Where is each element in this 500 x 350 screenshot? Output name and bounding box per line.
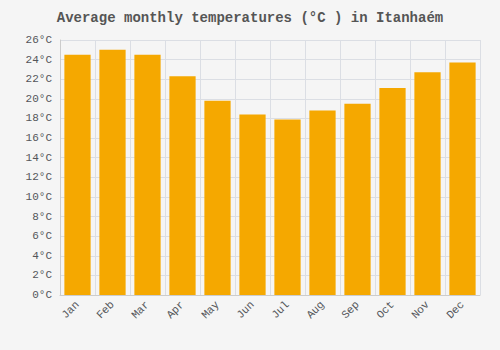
svg-text:Mar: Mar [129, 299, 151, 321]
svg-text:Apr: Apr [164, 299, 186, 321]
svg-text:20°C: 20°C [26, 93, 53, 105]
svg-text:Oct: Oct [374, 299, 396, 321]
svg-text:Jul: Jul [269, 299, 291, 321]
svg-text:4°C: 4°C [32, 250, 52, 262]
svg-text:Aug: Aug [304, 299, 326, 321]
svg-text:6°C: 6°C [32, 230, 52, 242]
svg-text:Jan: Jan [59, 299, 81, 321]
svg-text:14°C: 14°C [26, 152, 53, 164]
svg-text:Nov: Nov [409, 298, 432, 321]
svg-text:24°C: 24°C [26, 54, 53, 66]
svg-text:Dec: Dec [444, 299, 466, 321]
svg-text:Sep: Sep [339, 299, 361, 321]
svg-text:22°C: 22°C [26, 73, 53, 85]
svg-text:26°C: 26°C [26, 34, 53, 46]
svg-text:Jun: Jun [234, 299, 256, 321]
svg-text:12°C: 12°C [26, 171, 53, 183]
svg-text:2°C: 2°C [32, 269, 52, 281]
svg-text:0°C: 0°C [32, 289, 52, 301]
svg-text:10°C: 10°C [26, 191, 53, 203]
svg-text:16°C: 16°C [26, 132, 53, 144]
svg-text:Feb: Feb [94, 299, 116, 321]
svg-text:Average monthly temperatures (: Average monthly temperatures (°C ) in It… [57, 10, 443, 26]
svg-text:8°C: 8°C [32, 211, 52, 223]
svg-text:May: May [199, 298, 222, 321]
svg-text:18°C: 18°C [26, 112, 53, 124]
